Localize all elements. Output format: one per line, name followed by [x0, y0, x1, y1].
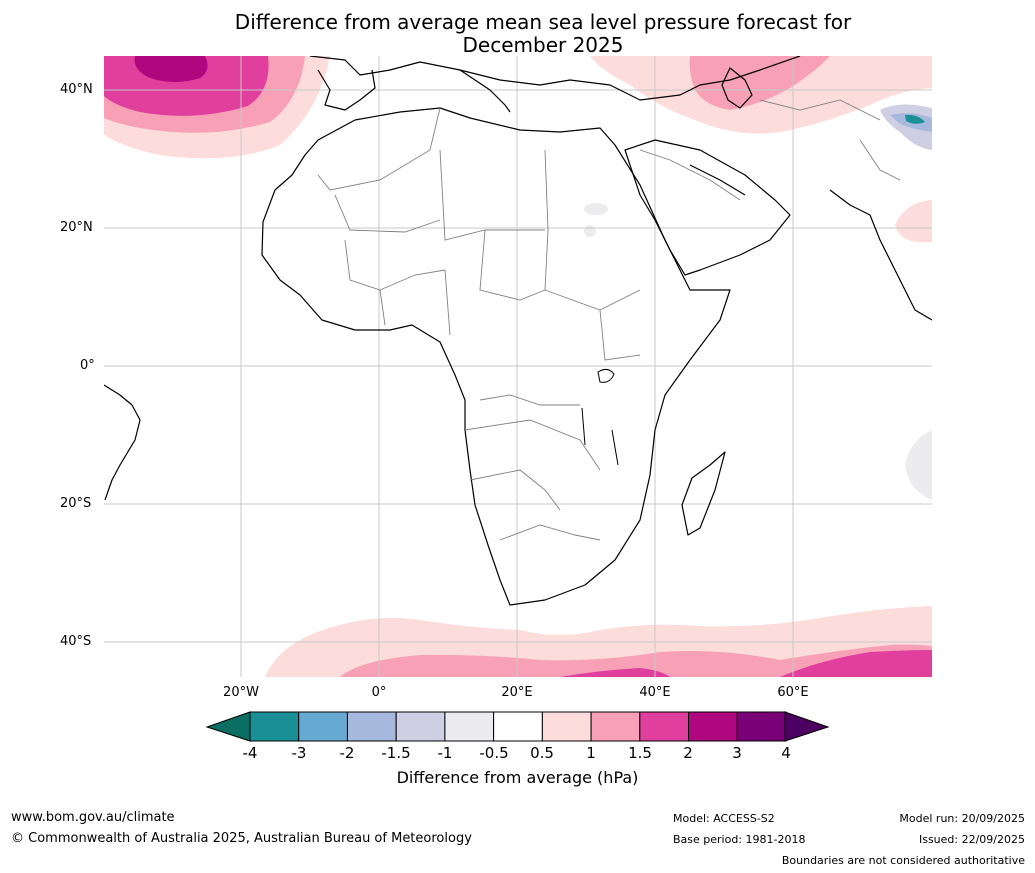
europe-coast [309, 56, 801, 101]
boundaries-disclaimer: Boundaries are not considered authoritat… [781, 854, 1025, 867]
country-borders [317, 99, 901, 541]
colorbar-tick: -4 [242, 744, 258, 762]
lat-label-40s: 40°S [60, 634, 92, 649]
anomaly-sahara [584, 203, 608, 237]
italy-coast [459, 69, 511, 113]
colorbar-swatch [736, 711, 787, 742]
map-gridlines [104, 56, 932, 677]
chart-title-line-2: December 2025 [462, 33, 624, 57]
colorbar-extend-low [205, 711, 251, 742]
lon-label-40e: 40°E [639, 685, 671, 700]
iberia-coast [317, 69, 376, 111]
india-coast [829, 189, 932, 321]
lakes [581, 368, 619, 466]
colorbar-swatch [298, 711, 348, 742]
arabia-coast [624, 139, 791, 276]
colorbar-swatch [444, 711, 495, 742]
colorbar-swatch [688, 711, 738, 742]
anomaly-north-atlantic [104, 56, 330, 159]
colorbar-tick: -0.5 [479, 744, 509, 762]
copyright-text: © Commonwealth of Australia 2025, Austra… [11, 831, 472, 846]
coastlines [104, 56, 932, 606]
colorbar [205, 711, 830, 742]
lon-label-0: 0° [371, 685, 387, 700]
lat-label-equator: 0° [80, 358, 95, 373]
colorbar-swatch [639, 711, 690, 742]
colorbar-swatch [395, 711, 446, 742]
colorbar-tick: 2 [683, 744, 693, 762]
caspian-coast [721, 67, 753, 109]
colorbar-tick: 1.5 [628, 744, 652, 762]
africa-coast [261, 107, 731, 606]
website-link[interactable]: www.bom.gov.au/climate [11, 810, 175, 825]
base-period: Base period: 1981-2018 [673, 833, 806, 846]
lon-label-60e: 60°E [777, 685, 809, 700]
colorbar-label: Difference from average (hPa) [396, 768, 639, 787]
lat-label-20s: 20°S [60, 496, 92, 511]
south-america-coast [104, 384, 141, 501]
colorbar-swatch [590, 711, 641, 742]
madagascar-coast [681, 451, 726, 536]
issued-date: Issued: 22/09/2025 [918, 833, 1025, 846]
lat-label-20n: 20°N [60, 220, 93, 235]
colorbar-swatch [249, 711, 300, 742]
persian-gulf-coast [689, 164, 746, 196]
colorbar-tick: 0.5 [530, 744, 554, 762]
anomaly-tibet [880, 104, 932, 150]
model-run-date: Model run: 20/09/2025 [899, 812, 1025, 825]
colorbar-tick: -3 [291, 744, 307, 762]
lon-label-20e: 20°E [501, 685, 533, 700]
anomaly-eurasia [590, 56, 932, 134]
colorbar-tick: -1 [437, 744, 453, 762]
colorbar-tick: 1 [586, 744, 596, 762]
colorbar-tick: 3 [732, 744, 742, 762]
colorbar-extend-high [784, 711, 830, 742]
lat-label-40n: 40°N [60, 82, 93, 97]
anomaly-india [895, 200, 932, 243]
lon-label-20w: 20°W [223, 685, 259, 700]
colorbar-swatch [346, 711, 397, 742]
colorbar-tick: 4 [781, 744, 791, 762]
chart-title-line-1: Difference from average mean sea level p… [234, 10, 852, 34]
model-name: Model: ACCESS-S2 [673, 812, 775, 825]
anomaly-indian-ocean [905, 430, 932, 500]
colorbar-tick: -1.5 [381, 744, 411, 762]
colorbar-swatch [493, 711, 543, 742]
colorbar-swatch [541, 711, 592, 742]
colorbar-tick: -2 [339, 744, 355, 762]
